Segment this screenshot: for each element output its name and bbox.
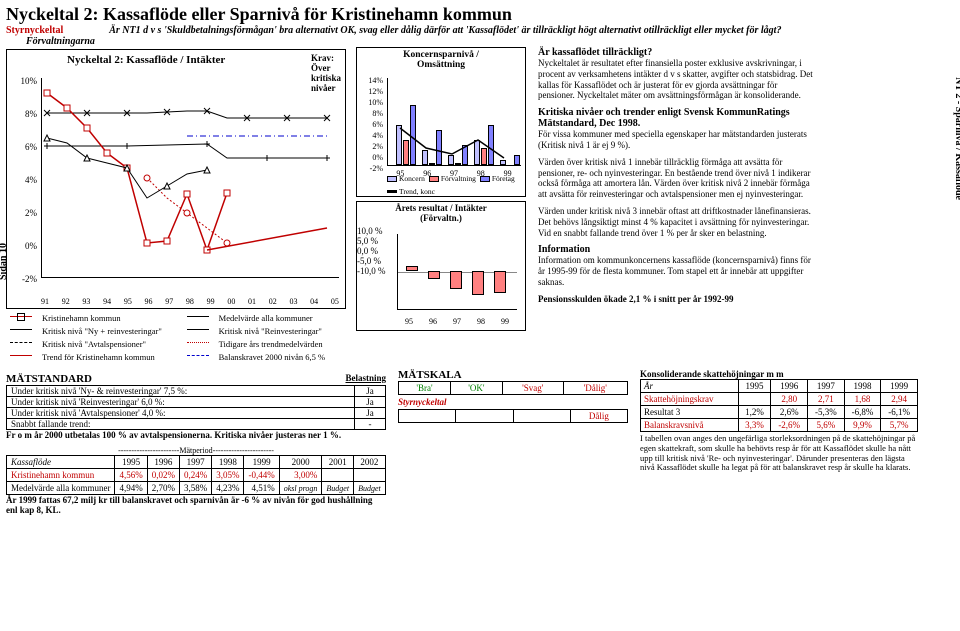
ytick: -2%	[359, 164, 383, 173]
ytick: 8%	[7, 109, 37, 119]
ytick: 4%	[359, 131, 383, 140]
chart1-title: Nyckeltal 2: Kassaflöde / Intäkter	[67, 54, 225, 66]
chart2-legend: Koncern Förvaltning Företag Trend, konc	[387, 174, 527, 196]
chart3-plot	[397, 234, 517, 310]
styrnyckeltal-label: Styrnyckeltal	[6, 25, 63, 36]
konsol-title: Konsoliderande skattehöjningar m m	[640, 369, 918, 379]
matskala-title: MÄTSKALA	[398, 369, 628, 381]
matskala-styr: Styrnyckeltal	[398, 397, 628, 407]
skala-cell: 'Bra'	[399, 382, 451, 395]
ytick: 2%	[359, 142, 383, 151]
ytick: 6%	[7, 142, 37, 152]
chart1-plot	[41, 78, 339, 278]
ytick: 2%	[7, 208, 37, 218]
page-side-right: NT 2 - Sparnivå / Kassaflöde	[953, 77, 960, 200]
ytick: 4%	[7, 175, 37, 185]
kassa-note: År 1999 fattas 67,2 milj kr till balansk…	[6, 495, 386, 515]
matstandard-block: MÄTSTANDARD Belastning Under kritisk niv…	[6, 373, 386, 440]
right-h3: Information	[538, 244, 816, 255]
chart2-plot	[387, 78, 521, 166]
ytick: 10%	[359, 98, 383, 107]
ytick: 0%	[7, 241, 37, 251]
chart3-title: Årets resultat / Intäkter (Förvaltn.)	[357, 202, 525, 226]
chart2-title: Koncernsparnivå / Omsättning	[357, 48, 525, 73]
chart-kassaflode: Nyckeltal 2: Kassaflöde / Intäkter Krav:…	[6, 49, 346, 309]
konsol-note: I tabellen ovan anges den ungefärliga st…	[640, 434, 918, 473]
chart1-legend: Kristinehamn kommun Medelvärde alla komm…	[6, 311, 346, 365]
kassa-period: -----------------------Mätperiod--------…	[6, 446, 386, 455]
matstd-title: MÄTSTANDARD	[6, 373, 92, 385]
kassa-table: -----------------------Mätperiod--------…	[6, 446, 386, 515]
ytick: 14%	[359, 76, 383, 85]
ytick: 8%	[359, 109, 383, 118]
matstd-note: Fr o m år 2000 utbetalas 100 % av avtals…	[6, 430, 386, 440]
chart1-xticks: 919293 949596 979899 000102 030405	[41, 297, 339, 306]
ytick: -2%	[7, 274, 37, 284]
matstd-belastning: Belastning	[345, 373, 386, 385]
chart-resultat: Årets resultat / Intäkter (Förvaltn.) 10…	[356, 201, 526, 331]
right-p5: Information om kommunkoncernens kassaflö…	[538, 255, 816, 287]
right-p1: Nyckeltalet är resultatet efter finansie…	[538, 58, 816, 101]
ytick: 6%	[359, 120, 383, 129]
ytick: 12%	[359, 87, 383, 96]
ytick: 0%	[359, 153, 383, 162]
right-p6: Pensionsskulden ökade 2,1 % i snitt per …	[538, 294, 816, 305]
konsol-block: Konsoliderande skattehöjningar m m År199…	[640, 369, 918, 473]
forvaltningarna-label: Förvaltningarna	[26, 36, 954, 47]
chart-koncern: Koncernsparnivå / Omsättning 14% 12% 10%…	[356, 47, 526, 197]
ytick: 10%	[7, 76, 37, 86]
matstd-row: Under kritisk nivå 'Ny- & reinvesteringa…	[7, 386, 355, 397]
right-p2: För vissa kommuner med speciella egenska…	[538, 129, 816, 151]
right-h2: Kritiska nivåer och trender enligt Svens…	[538, 107, 816, 129]
right-h1: Är kassaflödet tillräckligt?	[538, 47, 816, 58]
page-title: Nyckeltal 2: Kassaflöde eller Sparnivå f…	[6, 4, 954, 25]
right-p4: Värden under kritisk nivå 3 innebär ofta…	[538, 206, 816, 238]
nt1-description: Är NT1 d v s 'Skuldbetalningsförmågan' b…	[109, 25, 954, 36]
right-p3: Värden över kritisk nivå 1 innebär tillr…	[538, 157, 816, 200]
